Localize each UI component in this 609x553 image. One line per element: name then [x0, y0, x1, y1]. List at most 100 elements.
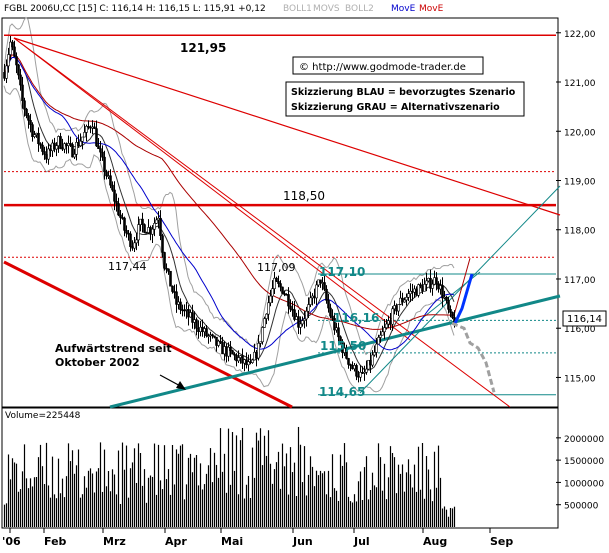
source-text: © http://www.godmode-trader.de: [299, 62, 466, 73]
candle-body-92: [187, 309, 190, 318]
candle-body-94: [191, 312, 194, 323]
volume-panel-frame: [1, 407, 559, 529]
candle-body-48: [99, 148, 102, 153]
uptrend-text-line1: Aufwärtstrend seit: [55, 342, 172, 355]
candle-body-77: [157, 217, 160, 221]
candle-body-129: [261, 327, 264, 343]
candle-body-69: [141, 218, 144, 225]
candle-body-201: [405, 297, 408, 301]
candle-body-6: [15, 56, 18, 66]
candle-body-80: [163, 252, 166, 269]
candle-body-133: [269, 295, 272, 304]
scenario-gray-path: [451, 321, 496, 393]
candle-body-112: [227, 346, 230, 357]
candle-body-46: [95, 128, 98, 147]
volume-label: Volume=225448: [5, 411, 81, 421]
candle-body-124: [251, 359, 254, 363]
uptrend-text-line2: Oktober 2002: [55, 356, 140, 369]
candle-body-93: [189, 312, 192, 318]
candle-body-140: [283, 293, 286, 295]
chart-header: FGBL 2006U,CC [15] C: 116,14 H: 116,15 L…: [4, 4, 444, 14]
bollinger-upper: [3, 16, 455, 356]
y-tick-label-1: 121,00: [564, 79, 596, 89]
candle-body-138: [279, 283, 282, 288]
candle-body-164: [331, 315, 334, 319]
candle-body-151: [305, 310, 308, 320]
x-tick-label-5: Jun: [292, 535, 313, 548]
scenario-box-frame: [285, 81, 525, 117]
x-tick-label-4: Mai: [221, 535, 243, 548]
candle-body-216: [435, 277, 438, 285]
candle-body-160: [323, 282, 326, 290]
candle-body-49: [101, 151, 104, 158]
candle-body-104: [211, 334, 214, 337]
candle-body-53: [109, 175, 112, 186]
candle-body-71: [145, 232, 148, 234]
candle-body-66: [135, 239, 138, 244]
candle-body-190: [383, 327, 386, 333]
candle-body-55: [113, 189, 116, 202]
candle-body-7: [17, 64, 20, 76]
candle-body-169: [341, 341, 344, 353]
candle-body-189: [381, 331, 384, 336]
candle-body-121: [245, 359, 248, 366]
candle-body-79: [161, 235, 164, 253]
candle-body-127: [257, 343, 260, 359]
candle-body-110: [223, 346, 226, 355]
label-118-50: 118,50: [283, 189, 325, 203]
candle-body-102: [207, 335, 210, 338]
candle-body-152: [307, 304, 310, 312]
candle-body-99: [201, 326, 204, 333]
candle-body-211: [425, 280, 428, 285]
candle-body-101: [205, 328, 208, 337]
candle-body-176: [355, 365, 358, 377]
candle-body-156: [315, 284, 318, 299]
candle-body-191: [385, 323, 388, 328]
candle-body-158: [319, 279, 322, 284]
candle-body-85: [173, 291, 176, 293]
x-tick-label-0: '06: [2, 535, 21, 548]
candle-body-107: [217, 340, 220, 346]
candle-body-44: [91, 126, 94, 129]
candle-body-168: [339, 336, 342, 343]
candle-body-34: [71, 144, 74, 158]
candle-body-223: [449, 309, 452, 313]
x-tick-label-3: Apr: [165, 535, 187, 548]
uptrend-support-red: [3, 260, 293, 409]
scenario-blue-path: [453, 273, 474, 324]
candle-body-81: [165, 267, 168, 270]
candle-body-188: [379, 334, 382, 338]
candle-body-142: [287, 294, 290, 307]
candle-body-40: [83, 132, 86, 138]
candle-body-96: [195, 319, 198, 329]
candle-body-64: [131, 246, 134, 249]
candle-body-106: [215, 336, 218, 346]
candle-body-45: [93, 126, 96, 129]
candle-body-119: [241, 355, 244, 364]
candle-body-18: [39, 143, 42, 146]
candle-body-43: [89, 126, 92, 129]
candle-body-210: [423, 284, 426, 292]
x-tick-label-8: Sep: [490, 535, 513, 548]
candle-body-9: [21, 84, 24, 102]
candle-body-98: [199, 326, 202, 332]
y-tick-label-0: 122,00: [564, 30, 596, 40]
candle-body-75: [153, 223, 156, 230]
y-tick-label-4: 118,00: [564, 227, 596, 237]
candle-body-11: [25, 108, 28, 116]
candle-body-12: [27, 115, 30, 121]
candle-body-70: [143, 224, 146, 233]
candle-body-194: [391, 308, 394, 325]
candle-body-118: [239, 355, 242, 358]
candle-body-97: [197, 328, 200, 332]
candle-body-186: [375, 343, 378, 353]
boll1-legend: BOLL1: [283, 4, 312, 14]
source-box-frame: [292, 56, 484, 75]
last-price-marker: 116,14: [562, 310, 607, 327]
candle-body-200: [403, 299, 406, 303]
candle-body-108: [219, 340, 222, 343]
candle-body-111: [225, 346, 228, 357]
candle-body-125: [253, 351, 256, 361]
y-tick-label-5: 117,00: [564, 276, 596, 286]
candle-body-207: [417, 284, 420, 296]
